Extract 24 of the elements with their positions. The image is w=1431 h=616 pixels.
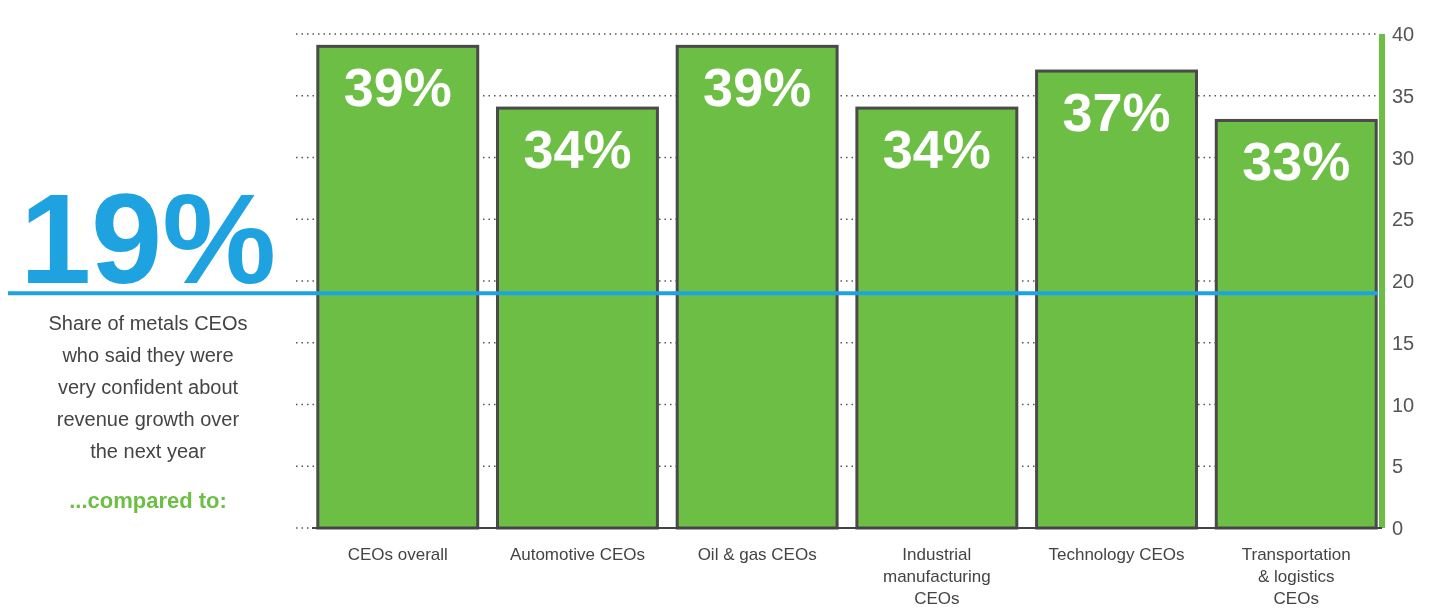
y-tick-label: 30 — [1392, 146, 1415, 169]
y-tick-label: 25 — [1392, 208, 1415, 231]
y-tick-label: 10 — [1392, 393, 1415, 416]
y-tick-label: 15 — [1392, 331, 1415, 354]
x-tick-label: Transportation & logistics CEOs — [1241, 545, 1351, 608]
text: ...compared to: — [69, 488, 227, 513]
x-tick-label: Technology CEOs — [1048, 545, 1185, 564]
data-label: 34% — [882, 119, 991, 180]
y-tick-label: 20 — [1392, 270, 1415, 292]
x-tick-label: Automotive CEOs — [509, 545, 646, 564]
data-label: 34% — [523, 119, 632, 180]
x-tick-label: Industrial manufacturing CEOs — [882, 545, 991, 608]
ref-line-label: 19% — [19, 167, 277, 311]
text: Share of metals CEOs who said they were very confident about revenue growth over the next year — [48, 312, 248, 462]
data-label: 39% — [343, 57, 452, 118]
y-tick-label: 35 — [1392, 84, 1415, 107]
data-label: 33% — [1242, 131, 1351, 192]
y-tick-label: 5 — [1392, 455, 1404, 478]
y-tick-label: 0 — [1392, 517, 1404, 539]
y-tick-label: 40 — [1392, 23, 1415, 45]
data-label: 39% — [703, 57, 812, 118]
x-tick-label: CEOs overall — [347, 545, 448, 564]
data-label: 37% — [1062, 82, 1171, 143]
x-tick-label: Oil & gas CEOs — [697, 545, 817, 564]
